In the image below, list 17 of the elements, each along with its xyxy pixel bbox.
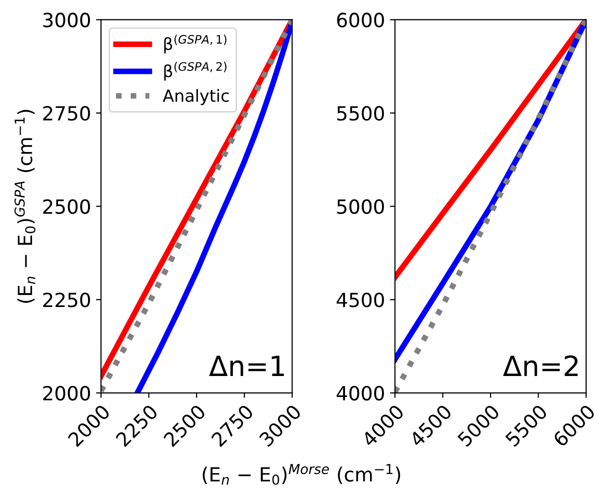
legend-label: β$^{(GSPA,2)}$	[164, 62, 226, 81]
y-tick-label: 2250	[43, 292, 90, 308]
y-tick-label: 5500	[337, 106, 384, 121]
y-tick-label: 2000	[43, 386, 90, 401]
text: (E$_{n}$ − E$_{0}$)$^{GSPA}$ (cm$^{−1}$)	[14, 110, 36, 303]
text: (E$_{n}$ − E$_{0}$)$^{Morse}$ (cm$^{−1}$)	[202, 464, 400, 485]
y-tick-label: 2750	[43, 106, 90, 121]
y-tick-label: 5000	[337, 199, 384, 214]
annotation: Δn=1	[209, 356, 284, 376]
legend-label: Analytic	[162, 89, 229, 106]
y-tick-label: 4500	[336, 292, 384, 308]
annotation: Δn=2	[503, 355, 578, 376]
y-tick-label: 2500	[43, 199, 90, 214]
y-tick-label: 6000	[337, 12, 384, 28]
y-tick-label: 4000	[336, 386, 384, 401]
legend-label: β$^{(GSPA,1)}$	[164, 34, 226, 54]
y-tick-label: 3000	[43, 12, 90, 28]
